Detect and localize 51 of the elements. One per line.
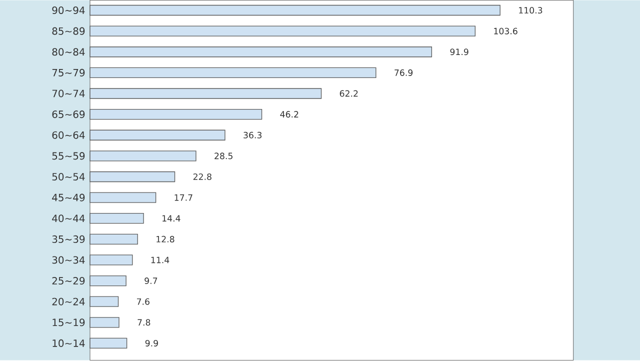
bar — [90, 192, 156, 204]
y-tick-label: 70∼74 — [52, 90, 85, 98]
y-tick-label: 40∼44 — [52, 214, 85, 222]
y-tick-label: 35∼39 — [52, 236, 85, 244]
bar — [90, 234, 138, 245]
bar — [90, 172, 176, 182]
y-tick-label: 80∼84 — [52, 48, 85, 56]
bar — [90, 5, 500, 16]
data-label: 17.7 — [174, 194, 192, 201]
data-label: 28.5 — [214, 152, 232, 160]
y-tick-label: 65∼69 — [52, 110, 85, 118]
bar — [90, 130, 226, 141]
bar — [90, 109, 262, 120]
y-tick-label: 75∼79 — [52, 69, 85, 77]
data-label: 62.2 — [340, 90, 358, 97]
data-label: 14.4 — [162, 215, 180, 222]
bar — [90, 88, 322, 100]
bar — [90, 296, 119, 308]
data-label: 46.2 — [280, 111, 298, 118]
bar — [90, 213, 144, 224]
data-label: 91.9 — [450, 48, 468, 56]
data-label: 12.8 — [156, 236, 174, 243]
y-tick-label: 25∼29 — [52, 277, 85, 285]
data-label: 9.9 — [145, 340, 158, 347]
bar — [90, 46, 432, 58]
data-label: 110.3 — [519, 7, 542, 14]
data-label: 76.9 — [394, 70, 413, 76]
bar — [90, 338, 128, 349]
bar — [90, 254, 133, 266]
data-label: 22.8 — [193, 174, 212, 180]
bar — [90, 26, 476, 37]
bar — [90, 150, 196, 162]
y-tick-label: 10∼14 — [52, 340, 85, 348]
y-tick-label: 15∼19 — [52, 318, 85, 326]
y-tick-label: 50∼54 — [52, 173, 85, 181]
data-label: 36.3 — [244, 132, 262, 139]
y-tick-label: 90∼94 — [52, 6, 85, 14]
y-tick-label: 85∼89 — [52, 28, 85, 36]
bar — [90, 317, 120, 328]
y-tick-label: 30∼34 — [52, 256, 85, 264]
y-tick-label: 20∼24 — [52, 298, 85, 306]
data-label: 7.6 — [136, 298, 150, 306]
bar — [90, 68, 376, 78]
data-label: 7.8 — [138, 319, 150, 326]
data-label: 11.4 — [151, 257, 170, 264]
data-label: 103.6 — [494, 28, 518, 35]
y-tick-label: 55∼59 — [52, 152, 85, 160]
y-tick-label: 60∼64 — [52, 132, 85, 140]
data-label: 9.7 — [144, 278, 158, 284]
bar — [90, 276, 126, 286]
y-tick-label: 45∼49 — [52, 194, 85, 202]
